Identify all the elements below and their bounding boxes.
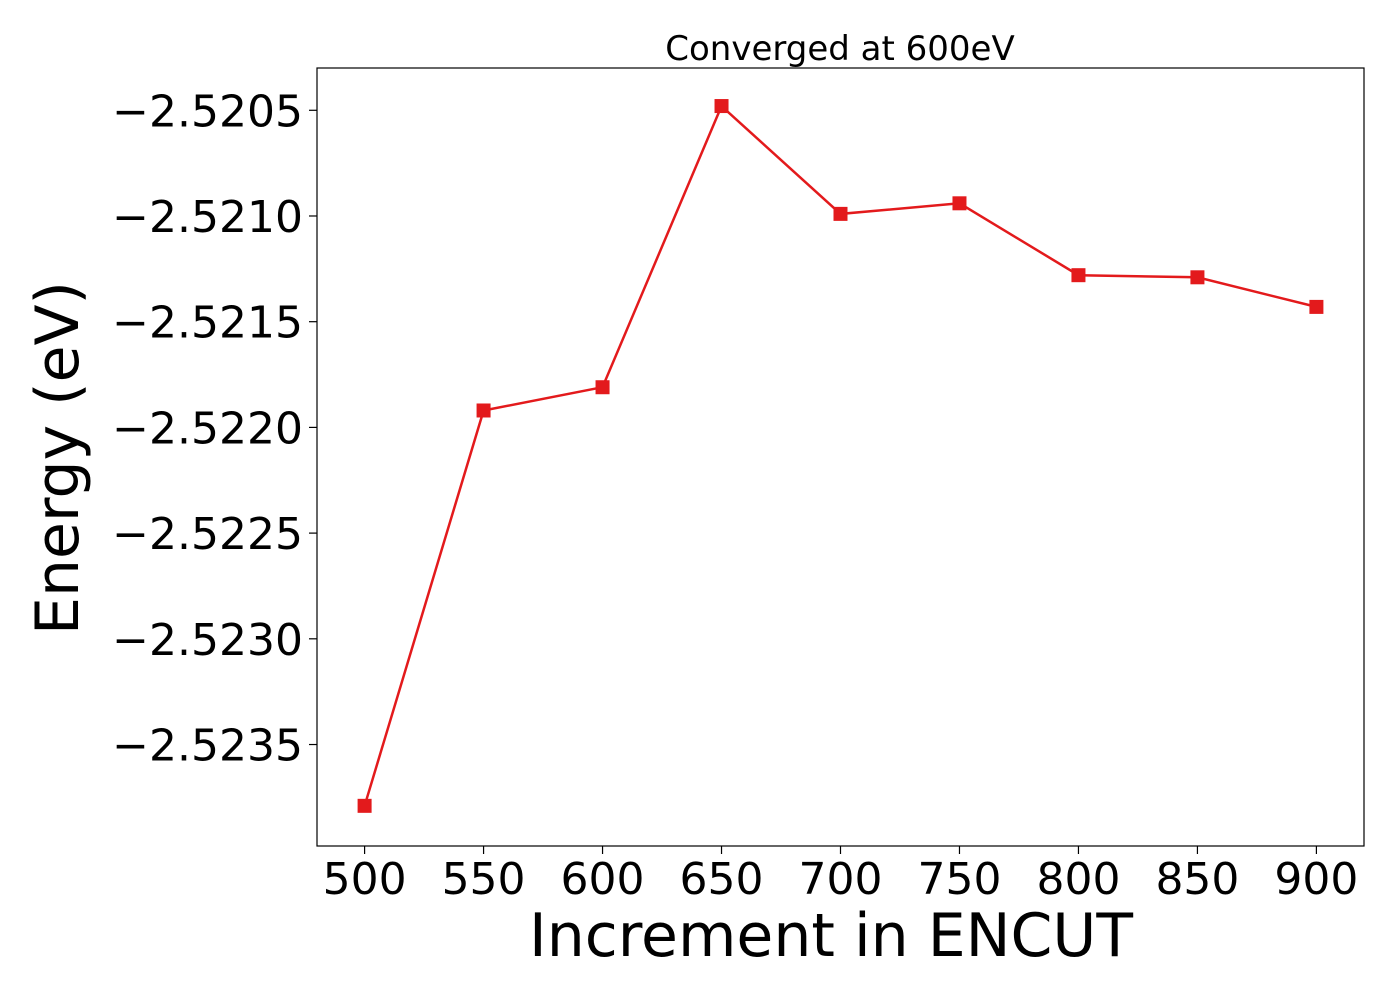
x-tick-label: 600 bbox=[561, 854, 645, 905]
x-tick-label: 550 bbox=[442, 854, 526, 905]
y-tick-label: −2.5210 bbox=[112, 192, 303, 243]
x-axis-label: Increment in ENCUT bbox=[529, 901, 1133, 971]
data-point-marker bbox=[714, 99, 729, 114]
data-series bbox=[357, 99, 1324, 813]
data-point-marker bbox=[1071, 268, 1086, 283]
x-tick-label: 700 bbox=[799, 854, 883, 905]
x-tick-label: 500 bbox=[323, 854, 407, 905]
y-tick-label: −2.5205 bbox=[112, 86, 303, 137]
data-point-marker bbox=[476, 403, 491, 418]
x-tick-label: 650 bbox=[680, 854, 764, 905]
data-point-marker bbox=[357, 798, 372, 813]
x-tick-label: 900 bbox=[1274, 854, 1358, 905]
y-tick-label: −2.5225 bbox=[112, 509, 303, 560]
y-axis-ticks: −2.5205 −2.5210 −2.5215 −2.5220 −2.5225 −2.52… bbox=[112, 86, 317, 772]
y-tick-label: −2.5220 bbox=[112, 403, 303, 454]
data-point-marker bbox=[1190, 270, 1205, 285]
chart-title: Converged at 600eV bbox=[665, 29, 1014, 69]
y-tick-label: −2.5230 bbox=[112, 615, 303, 666]
data-point-marker bbox=[952, 196, 967, 211]
x-tick-label: 750 bbox=[917, 854, 1001, 905]
y-axis-label: Energy (eV) bbox=[23, 281, 93, 635]
x-tick-label: 800 bbox=[1036, 854, 1120, 905]
plot-area-frame bbox=[316, 67, 1365, 847]
data-point-marker bbox=[833, 206, 848, 221]
y-tick-label: −2.5215 bbox=[112, 298, 303, 349]
y-tick-label: −2.5235 bbox=[112, 721, 303, 772]
x-axis-ticks: 500 550 600 650 700 750 800 850 900 bbox=[323, 846, 1358, 905]
data-point-marker bbox=[595, 380, 610, 395]
data-point-marker bbox=[1309, 299, 1324, 314]
x-tick-label: 850 bbox=[1155, 854, 1239, 905]
